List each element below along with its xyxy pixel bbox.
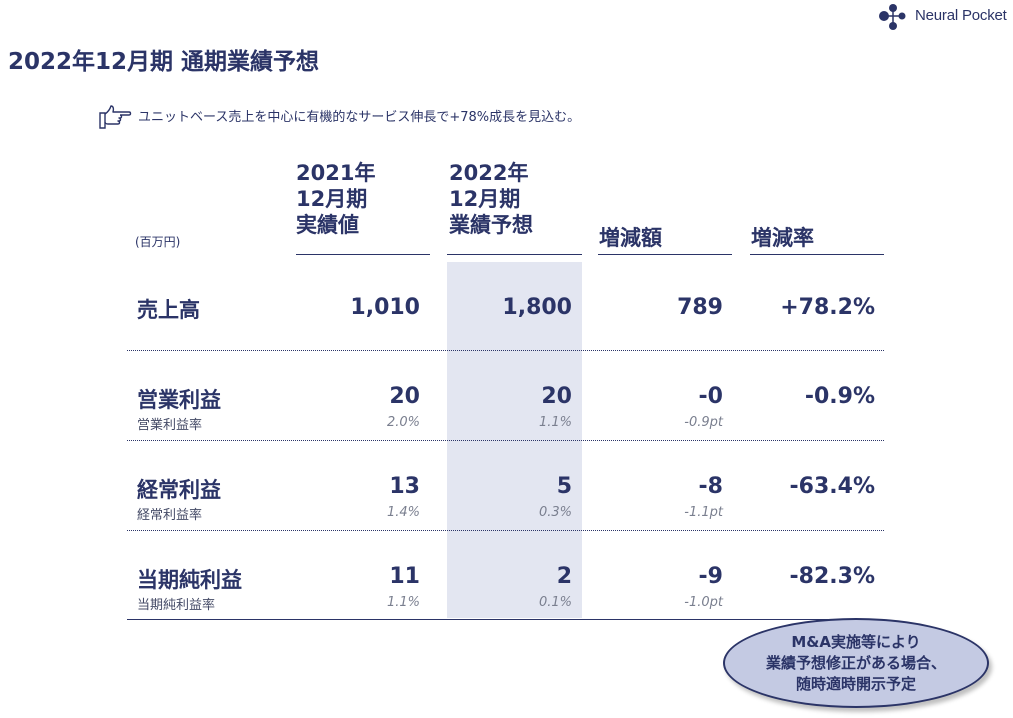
table-bottom-rule (127, 619, 884, 620)
brand-name: Neural Pocket (915, 7, 1007, 24)
header-rate: 増減率 (751, 226, 814, 250)
row-label: 当期純利益 (137, 568, 242, 592)
row-divider (127, 440, 884, 441)
cell-forecast: 1,800 (502, 295, 572, 320)
row-sublabel: 当期純利益率 (137, 598, 216, 613)
cell-rate: -82.3% (789, 564, 875, 589)
cell-diff: -9 (698, 564, 723, 589)
unit-label: (百万円) (135, 235, 181, 249)
cell-diff-margin: -1.0pt (684, 595, 723, 610)
cell-forecast-margin: 0.3% (538, 505, 572, 520)
header-underline (447, 254, 582, 255)
row-label: 営業利益 (137, 388, 221, 412)
cell-diff: -0 (698, 384, 723, 409)
row-sublabel: 営業利益率 (137, 418, 203, 433)
cell-rate: -63.4% (789, 474, 875, 499)
header-forecast: 2022年 12月期 業績予想 (449, 161, 533, 237)
header-prev-year: 2021年 12月期 実績値 (296, 161, 376, 237)
cell-forecast: 5 (556, 474, 572, 499)
cell-forecast-margin: 1.1% (538, 415, 572, 430)
cell-rate: -0.9% (804, 384, 875, 409)
cell-prev-margin: 1.4% (386, 505, 420, 520)
row-sublabel: 経常利益率 (137, 508, 203, 523)
header-underline (296, 254, 430, 255)
note-text: M&A実施等により 業績予想修正がある場合、 随時適時開示予定 (765, 632, 946, 693)
logo-mark-icon (879, 4, 906, 30)
cell-prev: 13 (389, 474, 420, 499)
cell-prev-margin: 1.1% (386, 595, 420, 610)
cell-forecast: 2 (556, 564, 572, 589)
cell-prev: 11 (389, 564, 420, 589)
header-underline (750, 254, 884, 255)
cell-prev: 20 (389, 384, 420, 409)
header-underline (598, 254, 732, 255)
cell-diff-margin: -1.1pt (684, 505, 723, 520)
cell-forecast-margin: 0.1% (538, 595, 572, 610)
row-divider (127, 530, 884, 531)
cell-prev-margin: 2.0% (386, 415, 420, 430)
row-label: 経常利益 (137, 478, 221, 502)
cell-forecast: 20 (541, 384, 572, 409)
lead-text: ユニットベース売上を中心に有機的なサービス伸長で+78%成長を見込む。 (138, 110, 581, 125)
cell-prev: 1,010 (350, 295, 420, 320)
cell-rate: +78.2% (780, 295, 875, 320)
cell-diff: -8 (698, 474, 723, 499)
brand-logo: Neural Pocket (876, 3, 1012, 31)
header-diff: 増減額 (599, 226, 662, 250)
note-callout: M&A実施等により 業績予想修正がある場合、 随時適時開示予定 (723, 618, 989, 708)
row-divider (127, 350, 884, 351)
row-label: 売上高 (137, 298, 200, 322)
cell-diff: 789 (677, 295, 723, 320)
page-title: 2022年12月期 通期業績予想 (8, 49, 320, 75)
cell-diff-margin: -0.9pt (684, 415, 723, 430)
pointing-hand-icon (99, 105, 132, 129)
